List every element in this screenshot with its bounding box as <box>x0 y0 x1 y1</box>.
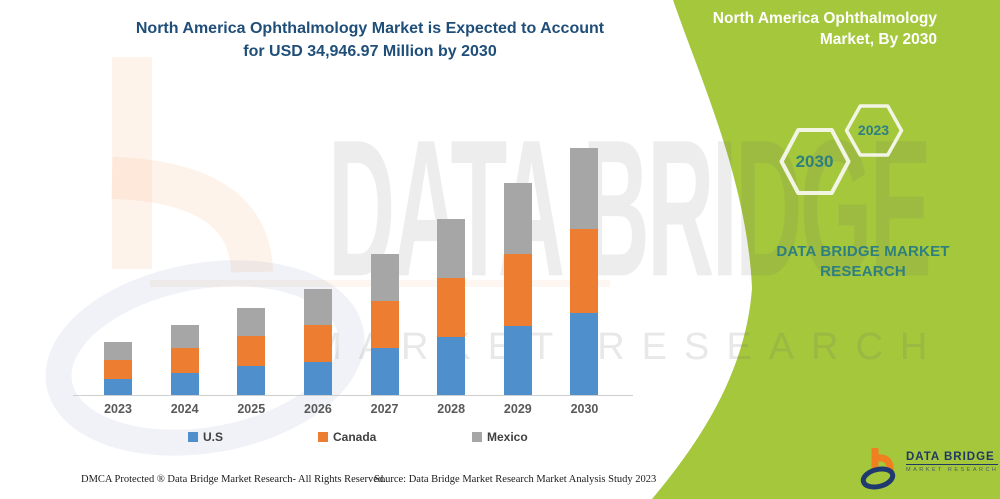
panel-title: North America Ophthalmology Market, By 2… <box>713 8 937 50</box>
bar-segment-us-2025 <box>237 366 266 395</box>
bar-segment-us-2029 <box>503 325 532 395</box>
bar-segment-us-2030 <box>570 312 599 395</box>
x-axis-label-2025: 2025 <box>237 402 266 416</box>
plot-area <box>104 130 599 395</box>
bar-segment-mexico-2028 <box>437 218 466 278</box>
bar-segment-canada-2029 <box>503 253 532 326</box>
bar-segment-canada-2030 <box>570 228 599 313</box>
x-axis-label-2024: 2024 <box>170 402 199 416</box>
legend-item-mexico: Mexico <box>472 430 528 444</box>
bar-2023 <box>104 341 132 395</box>
x-axis-label-2026: 2026 <box>304 402 332 416</box>
legend-label: Mexico <box>487 430 528 444</box>
bar-segment-mexico-2029 <box>503 182 532 254</box>
x-axis-label-2023: 2023 <box>104 402 132 416</box>
logo-name-text: DATA BRIDGE <box>906 451 999 465</box>
bar-segment-mexico-2027 <box>370 254 399 301</box>
legend-item-us: U.S <box>188 430 223 444</box>
bar-2024 <box>170 324 199 395</box>
bar-segment-mexico-2030 <box>570 148 599 229</box>
x-axis-line <box>73 395 633 396</box>
chart-title: North America Ophthalmology Market is Ex… <box>80 17 660 63</box>
legend-swatch-icon <box>318 432 328 442</box>
bar-2030 <box>570 148 599 395</box>
bar-segment-canada-2024 <box>170 347 199 374</box>
bar-segment-mexico-2025 <box>237 307 266 336</box>
footer-source-text: Source: Data Bridge Market Research Mark… <box>374 474 657 485</box>
x-axis-label-2029: 2029 <box>503 402 532 416</box>
x-axis-labels: 2023 2024 2025 2026 2027 2028 2029 2030 <box>0 402 1000 420</box>
bar-segment-us-2024 <box>170 373 199 395</box>
bar-segment-canada-2027 <box>370 300 399 349</box>
legend-label: Canada <box>333 430 377 444</box>
x-axis-label-2028: 2028 <box>437 402 466 416</box>
databridge-logo: DATA BRIDGE MARKET RESEARCH <box>860 444 999 490</box>
chart-legend: U.S Canada Mexico <box>0 430 1000 446</box>
bar-segment-canada-2023 <box>104 359 132 380</box>
bar-segment-mexico-2026 <box>303 289 332 326</box>
bar-segment-canada-2026 <box>303 325 332 363</box>
x-axis-label-2030: 2030 <box>570 402 599 416</box>
bar-segment-us-2023 <box>104 379 132 395</box>
hexagon-2023-label: 2023 <box>857 122 890 138</box>
databridge-logo-icon <box>860 448 896 490</box>
legend-label: U.S <box>203 430 224 444</box>
hexagon-2023-icon <box>844 104 904 157</box>
legend-swatch-icon <box>472 432 482 442</box>
bar-segment-mexico-2024 <box>170 324 199 348</box>
brand-line1: DATA BRIDGE MARKET <box>776 243 950 260</box>
chart-title-line2: for USD 34,946.97 Million by 2030 <box>243 43 497 60</box>
bar-segment-us-2027 <box>370 348 399 395</box>
bar-segment-canada-2028 <box>437 277 466 338</box>
x-axis-label-2027: 2027 <box>370 402 399 416</box>
legend-swatch-icon <box>188 432 198 442</box>
legend-item-canada: Canada <box>318 430 376 444</box>
bar-2025 <box>237 307 266 395</box>
panel-title-line1: North America Ophthalmology <box>712 10 937 27</box>
bar-segment-us-2026 <box>303 362 332 395</box>
bar-segment-us-2028 <box>437 337 466 395</box>
hexagon-2030-icon <box>779 128 851 195</box>
bar-2028 <box>437 218 466 395</box>
bar-segment-mexico-2023 <box>104 341 132 360</box>
bar-segment-canada-2025 <box>237 335 266 367</box>
bar-2027 <box>370 254 399 395</box>
panel-title-line2: Market, By 2030 <box>819 31 937 48</box>
logo-subtitle-text: MARKET RESEARCH <box>906 467 999 473</box>
bar-2029 <box>503 182 532 395</box>
brand-wordmark: DATA BRIDGE MARKET RESEARCH <box>770 242 956 282</box>
brand-line2: RESEARCH <box>820 263 906 280</box>
bar-2026 <box>303 289 332 395</box>
footer-dmca-text: DMCA Protected ® Data Bridge Market Rese… <box>81 474 386 485</box>
chart-title-line1: North America Ophthalmology Market is Ex… <box>135 20 605 37</box>
hexagon-2030-label: 2030 <box>795 152 834 171</box>
